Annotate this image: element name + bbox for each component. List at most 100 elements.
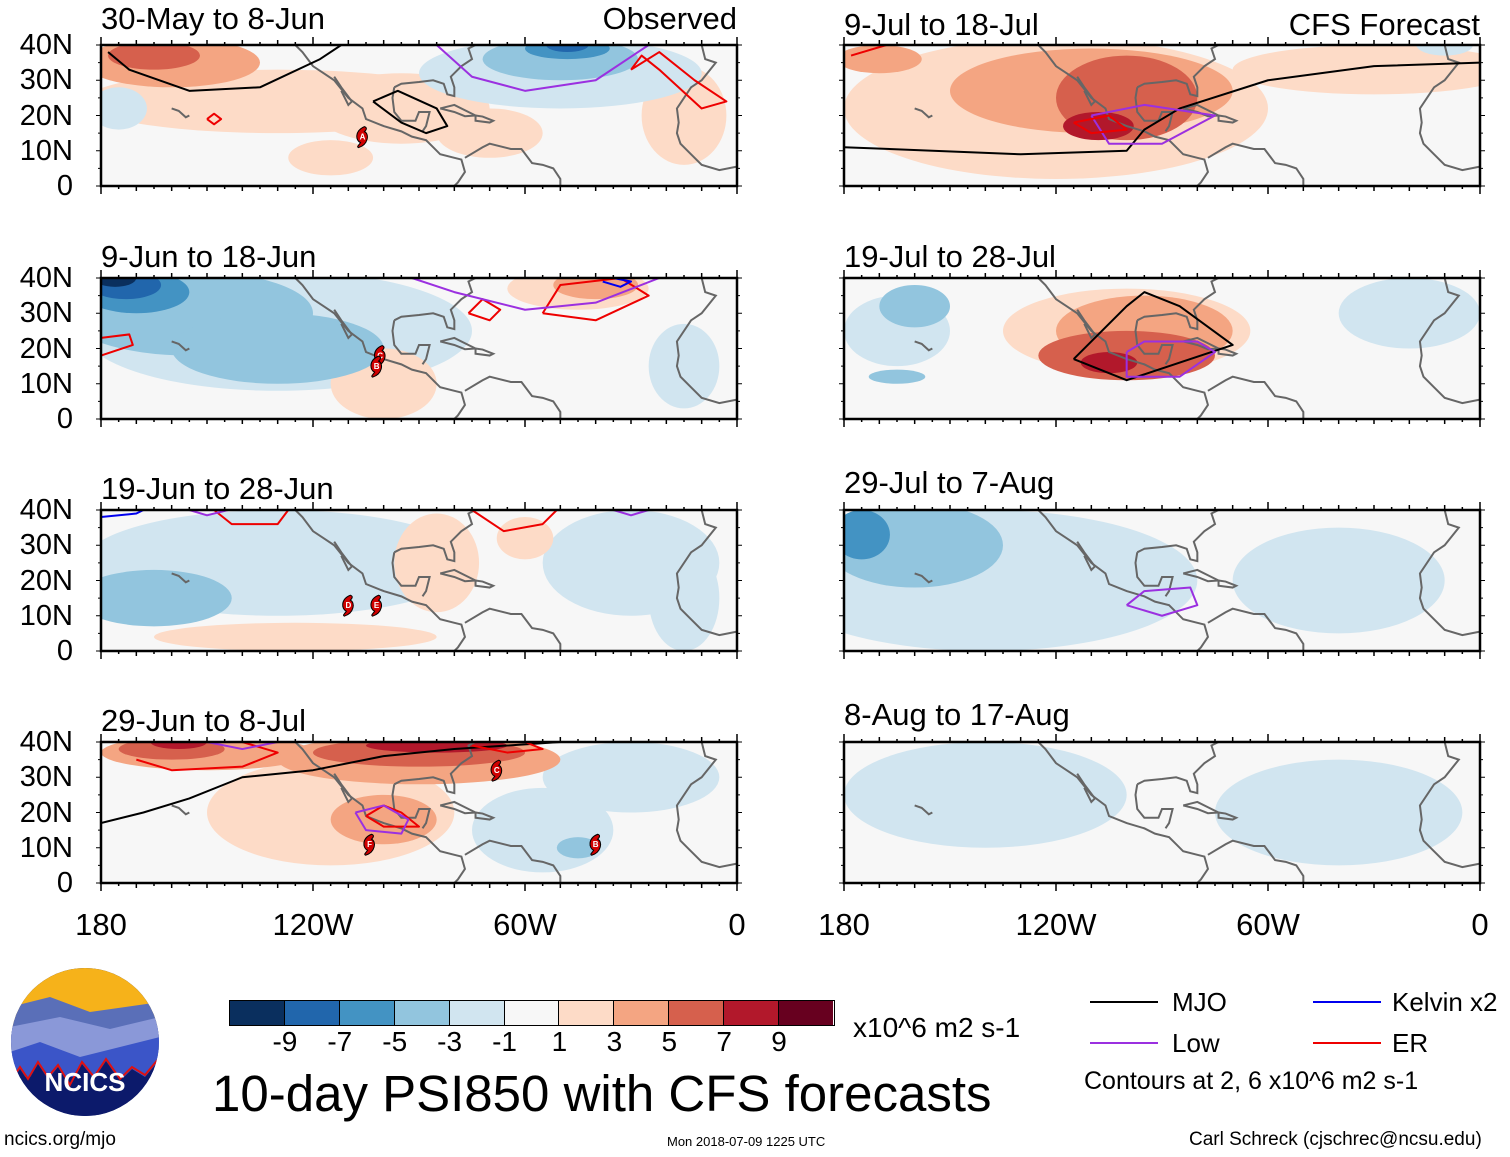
storm-icon bbox=[370, 355, 383, 378]
colorbar-label: 5 bbox=[661, 1026, 678, 1057]
lon-label: 180 bbox=[75, 907, 127, 942]
positive-anomaly-region bbox=[288, 140, 374, 176]
mjo-contour bbox=[844, 61, 1480, 156]
mjo-legend-label: MJO bbox=[1172, 987, 1227, 1017]
negative-anomaly-region bbox=[1416, 45, 1473, 56]
coastline bbox=[1037, 278, 1210, 419]
coastline bbox=[474, 579, 496, 589]
storm-icon bbox=[342, 594, 354, 617]
lon-label: 120W bbox=[1015, 907, 1097, 942]
coastline bbox=[1076, 541, 1097, 572]
lat-label: 20N bbox=[19, 796, 73, 829]
colorbar bbox=[229, 1000, 835, 1026]
coastline bbox=[294, 278, 467, 419]
lat-label: 0 bbox=[56, 635, 73, 667]
negative-anomaly-region bbox=[556, 837, 600, 859]
coastline bbox=[294, 742, 467, 883]
colorbar-swatch bbox=[724, 1001, 780, 1025]
lat-label: 30N bbox=[19, 297, 73, 330]
panel-title: 29-Jun to 8-Jul bbox=[101, 703, 307, 738]
panel-title: 19-Jun to 28-Jun bbox=[101, 471, 334, 506]
low-contour bbox=[354, 804, 410, 835]
negative-anomaly-region bbox=[1215, 759, 1463, 866]
panel-title: 9-Jun to 18-Jun bbox=[101, 239, 317, 274]
main-title: 10-day PSI850 with CFS forecasts bbox=[212, 1065, 992, 1122]
map-panel: C F B bbox=[96, 734, 742, 891]
coastline bbox=[393, 742, 476, 795]
lon-label: 60W bbox=[1236, 907, 1300, 942]
kelvin-contour bbox=[602, 278, 632, 288]
negative-anomaly-region bbox=[1338, 278, 1480, 349]
panel-title: 29-Jul to 7-Aug bbox=[844, 465, 1055, 500]
coastline bbox=[1207, 375, 1305, 419]
coastline bbox=[1136, 278, 1219, 331]
coastline bbox=[675, 278, 737, 405]
coastline bbox=[391, 552, 431, 597]
coastline bbox=[1217, 347, 1239, 357]
coastline bbox=[1418, 278, 1480, 405]
positive-anomaly-region bbox=[496, 517, 554, 560]
low-contour bbox=[1126, 586, 1199, 617]
tropical-storm-marker: D bbox=[342, 594, 354, 617]
negative-anomaly-region bbox=[844, 742, 1127, 848]
coastline bbox=[171, 107, 190, 119]
coastline bbox=[391, 784, 431, 829]
colorbar-label: 1 bbox=[551, 1026, 568, 1057]
coastline bbox=[1076, 309, 1097, 340]
map-panel bbox=[839, 37, 1485, 194]
map-panel bbox=[839, 270, 1485, 427]
coastline bbox=[1134, 552, 1174, 597]
low-contour bbox=[189, 510, 229, 517]
er-legend-label: ER bbox=[1392, 1028, 1429, 1058]
coastline bbox=[1217, 579, 1239, 589]
footer-timestamp: Mon 2018-07-09 1225 UTC bbox=[667, 1134, 826, 1149]
storm-letter: B bbox=[374, 362, 380, 371]
negative-anomaly-region bbox=[101, 87, 147, 130]
coastline bbox=[474, 114, 496, 124]
coastline bbox=[391, 320, 431, 365]
positive-anomaly-region bbox=[436, 108, 543, 158]
coastline bbox=[464, 375, 562, 419]
er-contour bbox=[213, 510, 290, 526]
mjo-contour bbox=[1072, 291, 1234, 382]
storm-icon bbox=[370, 594, 383, 617]
storm-letter: A bbox=[360, 133, 366, 142]
footer-url[interactable]: ncics.org/mjo bbox=[4, 1129, 116, 1150]
coastline bbox=[464, 607, 562, 651]
coastline bbox=[914, 804, 933, 816]
positive-anomaly-region bbox=[108, 45, 200, 70]
colorbar-swatch bbox=[339, 1001, 395, 1025]
map-panel bbox=[839, 502, 1485, 659]
coastline bbox=[1207, 142, 1305, 186]
storm-letter: F bbox=[367, 840, 372, 849]
negative-anomaly-region bbox=[868, 369, 926, 384]
logo-text: NCICS bbox=[45, 1067, 126, 1097]
storm-icon bbox=[490, 759, 503, 782]
lat-label: 20N bbox=[19, 564, 73, 597]
er-contour bbox=[206, 112, 223, 126]
lat-label: 40N bbox=[19, 262, 73, 294]
coastline bbox=[464, 839, 562, 883]
er-contour bbox=[467, 298, 502, 322]
lat-label: 20N bbox=[19, 99, 73, 132]
low-contour bbox=[411, 278, 660, 311]
colorbar-swatch bbox=[504, 1001, 560, 1025]
coastline bbox=[1037, 45, 1210, 186]
tropical-storm-marker: E bbox=[370, 594, 383, 617]
coastline bbox=[1207, 607, 1305, 651]
coastline bbox=[1076, 773, 1097, 804]
coastline bbox=[333, 541, 354, 572]
storm-icon bbox=[589, 833, 602, 856]
coastline bbox=[1217, 114, 1239, 124]
lon-label: 0 bbox=[1471, 907, 1489, 942]
kelvin-legend-line bbox=[1313, 1001, 1381, 1003]
coastline bbox=[171, 340, 190, 352]
colorbar-label: -9 bbox=[272, 1026, 298, 1057]
positive-anomaly-region bbox=[154, 622, 437, 651]
low-legend-line bbox=[1090, 1042, 1158, 1044]
negative-anomaly-region bbox=[101, 278, 137, 287]
colorbar-swatch bbox=[669, 1001, 725, 1025]
er-contour bbox=[471, 510, 558, 533]
coastline bbox=[675, 742, 737, 869]
coastline bbox=[1136, 510, 1219, 563]
